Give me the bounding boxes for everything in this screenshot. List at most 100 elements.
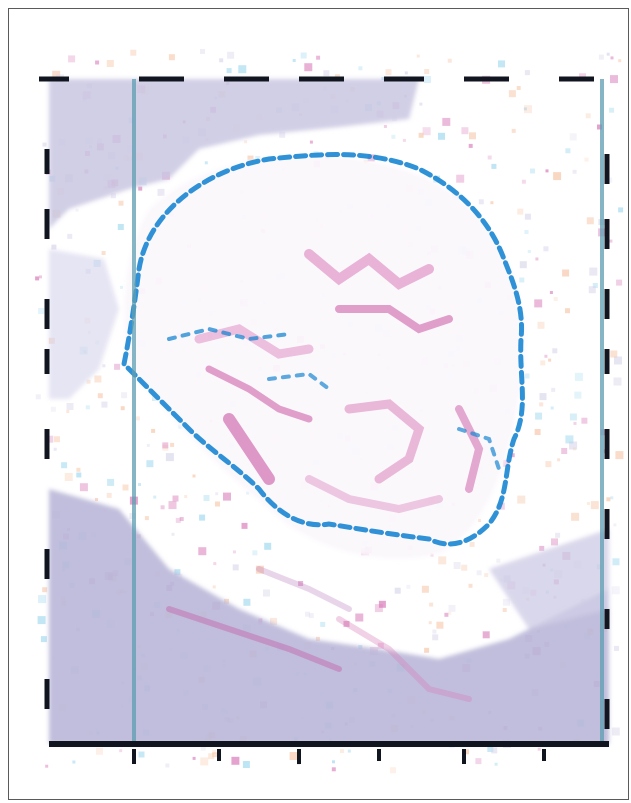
noise-speck bbox=[255, 156, 261, 162]
noise-speck bbox=[165, 763, 170, 768]
noise-speck bbox=[50, 406, 56, 412]
noise-speck bbox=[308, 613, 314, 619]
noise-speck bbox=[573, 421, 577, 425]
noise-speck bbox=[175, 517, 181, 523]
noise-speck bbox=[200, 745, 206, 751]
noise-speck bbox=[598, 54, 604, 60]
noise-speck bbox=[444, 612, 449, 617]
noise-speck bbox=[548, 358, 552, 362]
head-profile-outline bbox=[121, 152, 525, 547]
noise-speck bbox=[184, 495, 188, 498]
noise-speck bbox=[482, 631, 490, 639]
noise-speck bbox=[114, 363, 121, 370]
noise-speck bbox=[117, 224, 124, 230]
noise-speck bbox=[524, 213, 531, 220]
noise-speck bbox=[304, 63, 313, 72]
noise-speck bbox=[315, 636, 320, 641]
noise-speck bbox=[613, 523, 617, 527]
noise-speck bbox=[66, 403, 74, 410]
noise-speck bbox=[597, 124, 602, 130]
noise-speck bbox=[199, 514, 206, 521]
noise-speck bbox=[121, 392, 128, 399]
noise-speck bbox=[232, 564, 239, 571]
noise-speck bbox=[231, 756, 240, 765]
noise-speck bbox=[438, 556, 447, 565]
noise-speck bbox=[551, 387, 556, 392]
noise-speck bbox=[68, 55, 76, 63]
noise-speck bbox=[391, 134, 396, 139]
noise-speck bbox=[508, 90, 516, 98]
noise-speck bbox=[475, 758, 482, 765]
noise-speck bbox=[448, 604, 456, 612]
noise-speck bbox=[85, 405, 90, 410]
noise-speck bbox=[502, 459, 510, 467]
noise-speck bbox=[551, 538, 558, 546]
noise-speck bbox=[67, 233, 73, 239]
noise-speck bbox=[422, 127, 431, 136]
noise-speck bbox=[138, 751, 145, 758]
noise-speck bbox=[606, 52, 610, 56]
noise-speck bbox=[320, 621, 326, 627]
noise-speck bbox=[135, 416, 140, 421]
noise-speck bbox=[238, 65, 247, 74]
noise-speck bbox=[168, 54, 175, 61]
noise-speck bbox=[569, 413, 577, 421]
noise-speck bbox=[153, 495, 157, 499]
noise-speck bbox=[219, 58, 224, 63]
noise-speck bbox=[170, 442, 175, 447]
noise-speck bbox=[120, 285, 123, 289]
noise-speck bbox=[569, 441, 578, 450]
noise-speck bbox=[172, 495, 179, 502]
noise-speck bbox=[331, 767, 336, 772]
noise-speck bbox=[618, 207, 624, 213]
face-region bbox=[124, 155, 526, 559]
noise-speck bbox=[612, 558, 620, 566]
noise-speck bbox=[561, 448, 568, 454]
noise-speck bbox=[242, 761, 250, 768]
noise-speck bbox=[226, 68, 232, 74]
noise-speck bbox=[581, 417, 588, 424]
noise-speck bbox=[300, 52, 307, 59]
noise-speck bbox=[309, 140, 313, 144]
noise-speck bbox=[151, 428, 156, 433]
noise-speck bbox=[421, 585, 429, 593]
noise-speck bbox=[110, 193, 116, 199]
noise-speck bbox=[97, 393, 103, 399]
noise-speck bbox=[539, 393, 547, 401]
noise-speck bbox=[461, 564, 468, 571]
noise-speck bbox=[378, 600, 386, 608]
noise-speck bbox=[524, 70, 530, 76]
noise-speck bbox=[419, 102, 423, 106]
noise-speck bbox=[212, 749, 217, 754]
noise-speck bbox=[200, 757, 209, 766]
noise-speck bbox=[146, 460, 154, 468]
noise-speck bbox=[549, 291, 553, 294]
noise-speck bbox=[616, 279, 623, 286]
noise-speck bbox=[535, 257, 539, 261]
noise-speck bbox=[204, 161, 208, 165]
noise-speck bbox=[478, 519, 481, 522]
noise-speck bbox=[66, 410, 70, 413]
noise-speck bbox=[38, 308, 45, 314]
noise-speck bbox=[494, 762, 498, 766]
noise-speck bbox=[610, 496, 614, 500]
noise-speck bbox=[383, 125, 387, 128]
noise-speck bbox=[52, 70, 61, 79]
noise-speck bbox=[585, 113, 591, 119]
noise-speck bbox=[252, 550, 258, 556]
noise-speck bbox=[208, 753, 215, 760]
noise-speck bbox=[179, 517, 184, 521]
noise-speck bbox=[615, 451, 624, 460]
noise-speck bbox=[588, 286, 596, 294]
noise-speck bbox=[468, 143, 473, 148]
noise-speck bbox=[192, 474, 196, 478]
noise-speck bbox=[469, 541, 475, 547]
noise-speck bbox=[502, 608, 507, 612]
noise-speck bbox=[347, 749, 351, 753]
noise-speck bbox=[565, 435, 574, 444]
noise-speck bbox=[537, 321, 545, 329]
noise-speck bbox=[86, 379, 91, 384]
noise-speck bbox=[584, 157, 589, 162]
noise-speck bbox=[192, 756, 196, 760]
noise-speck bbox=[540, 360, 546, 366]
